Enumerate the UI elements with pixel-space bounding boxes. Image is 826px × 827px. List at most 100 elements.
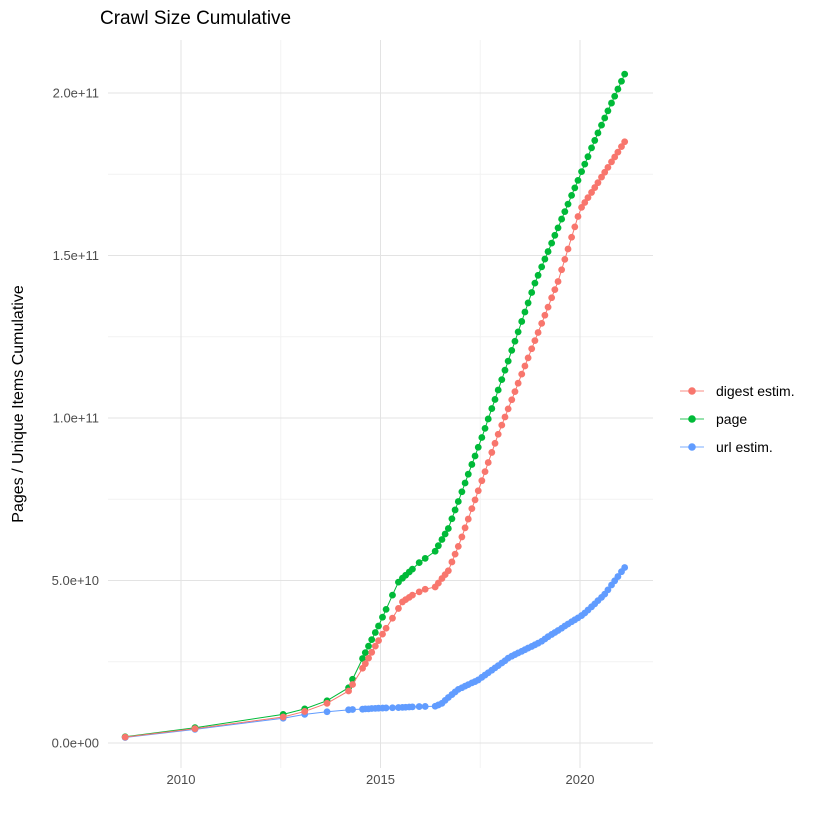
data-point: [608, 158, 615, 166]
data-point: [471, 452, 479, 460]
data-point: [554, 278, 562, 285]
data-point: [518, 370, 526, 378]
data-point: [494, 386, 502, 394]
data-point: [501, 366, 509, 374]
data-point: [541, 311, 549, 319]
data-point: [389, 591, 396, 599]
data-point: [279, 713, 287, 721]
data-point: [375, 637, 382, 644]
data-point: [438, 536, 446, 543]
legend-item-label: url estim.: [716, 438, 773, 455]
data-point: [361, 649, 369, 657]
data-point: [621, 138, 629, 146]
data-point: [538, 263, 546, 271]
data-point: [461, 524, 469, 532]
data-point: [481, 468, 489, 475]
data-point: [614, 148, 622, 156]
data-point: [534, 271, 542, 279]
series-url-estim: [121, 564, 629, 741]
data-point: [594, 179, 602, 187]
data-point: [395, 605, 402, 612]
data-point: [409, 591, 416, 599]
data-point: [551, 286, 559, 293]
chart-title: Crawl Size Cumulative: [100, 8, 291, 29]
data-point: [574, 213, 582, 220]
data-point: [528, 345, 536, 353]
data-point: [431, 547, 439, 555]
data-point: [444, 567, 452, 575]
data-point: [481, 424, 489, 432]
data-point: [531, 279, 539, 287]
data-point: [504, 405, 512, 413]
data-point: [484, 415, 492, 423]
x-tick-label: 2020: [566, 772, 595, 787]
series-page: [121, 70, 629, 741]
data-series: [121, 70, 629, 741]
data-point: [121, 733, 129, 741]
data-point: [601, 114, 609, 122]
data-point: [421, 703, 429, 710]
series-digest-estim: [121, 138, 629, 741]
data-point: [471, 496, 479, 504]
data-point: [508, 346, 516, 354]
data-point: [524, 354, 532, 362]
data-point: [379, 613, 386, 621]
data-point: [514, 379, 522, 387]
data-point: [474, 443, 482, 451]
data-point: [588, 189, 595, 196]
data-point: [415, 588, 423, 596]
data-point: [561, 255, 569, 263]
data-point: [621, 70, 629, 78]
data-point: [415, 703, 423, 710]
data-point: [511, 337, 519, 345]
data-point: [591, 184, 599, 191]
x-tick-label: 2010: [167, 772, 196, 787]
data-point: [301, 708, 309, 715]
data-point: [434, 542, 442, 550]
data-point: [614, 573, 622, 580]
legend-item-label: digest estim.: [716, 382, 795, 399]
data-point: [382, 704, 390, 712]
data-point: [541, 255, 549, 263]
data-point: [551, 231, 559, 239]
y-tick-label: 2.0e+11: [53, 85, 99, 100]
data-point: [349, 681, 356, 688]
data-point: [528, 289, 536, 296]
data-point: [521, 308, 529, 316]
data-point: [618, 77, 625, 85]
y-tick-label: 1.0e+11: [53, 410, 99, 425]
data-point: [434, 579, 442, 587]
data-point: [564, 200, 572, 208]
data-point: [409, 703, 416, 711]
data-point: [389, 704, 396, 712]
data-point: [531, 337, 539, 345]
data-point: [568, 233, 576, 241]
data-point: [191, 725, 199, 733]
data-point: [508, 396, 516, 404]
data-point: [491, 396, 499, 403]
data-point: [345, 687, 352, 695]
legend-item-page: page: [680, 408, 795, 429]
data-point: [608, 99, 615, 107]
data-point: [578, 203, 585, 211]
data-point: [614, 85, 622, 93]
legend-item-url-estim: url estim.: [680, 436, 795, 457]
data-point: [454, 498, 462, 505]
data-point: [389, 614, 396, 622]
gridlines: [108, 40, 653, 768]
data-point: [581, 160, 589, 168]
data-point: [511, 388, 519, 396]
legend-key-icon: [680, 414, 704, 423]
data-point: [468, 461, 476, 468]
y-axis-tick-labels: 0.0e+00 5.0e+10 1.0e+11 1.5e+11 2.0e+11: [52, 85, 99, 750]
data-point: [409, 565, 416, 573]
data-point: [598, 121, 605, 129]
x-axis-tick-labels: 2010 2015 2020: [167, 772, 595, 787]
data-point: [571, 223, 579, 231]
data-point: [561, 208, 569, 216]
data-point: [454, 542, 462, 550]
y-axis-title: Pages / Unique Items Cumulative: [10, 285, 27, 523]
y-tick-label: 5.0e+10: [52, 573, 99, 588]
